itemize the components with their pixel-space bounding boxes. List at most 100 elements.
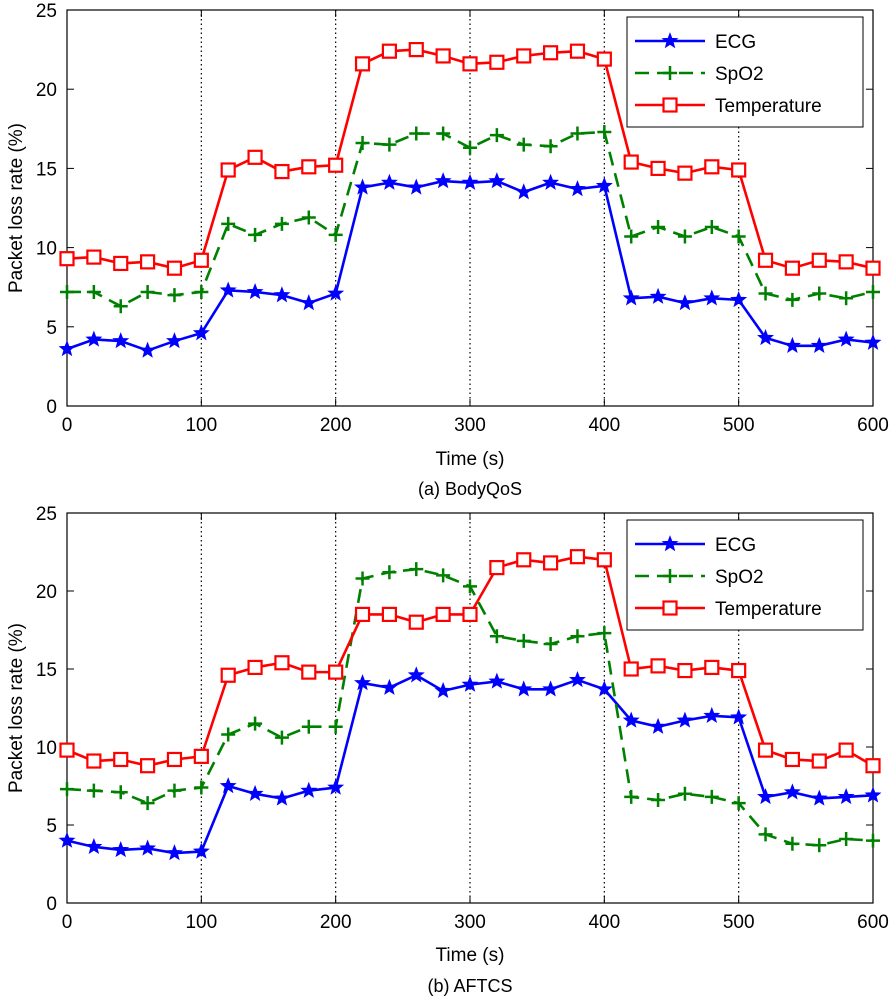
point-spo2-20	[86, 284, 101, 299]
point-temperature-240	[381, 606, 397, 623]
point-temperature-400	[596, 51, 612, 67]
legend-label-temperature: Temperature	[715, 96, 822, 117]
point-ecg-380	[569, 671, 586, 688]
point-temperature-360	[542, 555, 559, 571]
point-ecg-140	[246, 283, 264, 300]
point-spo2-80	[167, 288, 182, 303]
point-spo2-480	[704, 789, 719, 804]
point-spo2-500	[731, 229, 746, 244]
point-spo2-80	[167, 783, 182, 798]
point-temperature-100	[193, 252, 209, 268]
point-ecg-280	[434, 681, 452, 699]
point-ecg-400	[595, 680, 613, 697]
point-temperature-80	[166, 260, 183, 276]
legend-label-temperature: Temperature	[715, 599, 822, 620]
point-spo2-300	[463, 579, 477, 594]
point-temperature-0	[59, 251, 75, 267]
point-spo2-520	[758, 827, 773, 842]
point-temperature-420	[623, 661, 639, 677]
point-temperature-360	[542, 45, 559, 61]
point-ecg-300	[461, 675, 479, 692]
point-spo2-120	[221, 727, 236, 742]
point-temperature-20	[86, 753, 102, 769]
y-axis-title: Packet loss rate (%)	[6, 623, 27, 793]
point-spo2-540	[785, 292, 800, 307]
x-tick-label-100: 100	[185, 415, 217, 436]
legend-label-spo2: SpO2	[715, 64, 764, 85]
point-spo2-180	[301, 719, 316, 734]
point-spo2-340	[516, 633, 531, 648]
point-temperature-340	[516, 48, 532, 64]
point-spo2-160	[274, 216, 289, 231]
point-ecg-40	[112, 332, 130, 349]
point-temperature-400	[596, 552, 612, 568]
point-spo2-120	[221, 216, 236, 231]
legend-label-ecg: ECG	[715, 535, 756, 556]
point-temperature-180	[301, 159, 317, 175]
point-spo2-580	[839, 832, 854, 847]
point-ecg-160	[273, 286, 291, 303]
point-ecg-80	[166, 844, 183, 861]
point-ecg-560	[810, 789, 828, 806]
point-ecg-600	[864, 786, 882, 803]
point-spo2-200	[328, 719, 343, 734]
point-spo2-580	[839, 291, 854, 306]
x-tick-label-300: 300	[454, 912, 486, 933]
chart-caption: (a) BodyQoS	[418, 479, 522, 499]
point-temperature-220	[354, 56, 371, 72]
chart-bodyqos: 0 100 200 300 400 500 600 0 5 10 15 20 25 Time (s) Pac…	[6, 1, 889, 499]
x-tick-label-500: 500	[723, 415, 755, 436]
point-temperature-260	[408, 614, 424, 630]
point-spo2-20	[86, 783, 101, 798]
point-ecg-380	[569, 180, 586, 197]
point-temperature-120	[220, 667, 236, 683]
point-spo2-380	[570, 629, 585, 644]
point-ecg-520	[757, 328, 774, 346]
point-ecg-220	[354, 178, 371, 195]
point-temperature-280	[435, 606, 451, 623]
y-tick-label-15: 15	[36, 159, 57, 180]
point-spo2-100	[194, 284, 209, 299]
y-tick-label-25: 25	[36, 504, 57, 525]
point-ecg-240	[380, 173, 398, 190]
point-temperature-560	[811, 753, 827, 769]
point-temperature-540	[784, 751, 801, 768]
point-temperature-20	[86, 249, 102, 265]
y-tick-label-10: 10	[36, 738, 57, 759]
point-ecg-140	[246, 784, 264, 802]
point-temperature-200	[328, 157, 344, 173]
point-temperature-540	[784, 260, 801, 276]
point-ecg-500	[730, 708, 748, 725]
point-spo2-340	[516, 137, 531, 152]
y-tick-label-25: 25	[36, 1, 57, 22]
point-ecg-120	[219, 281, 237, 298]
point-spo2-60	[140, 284, 155, 299]
point-temperature-440	[650, 658, 666, 674]
point-temperature-300	[462, 56, 478, 72]
x-tick-label-200: 200	[320, 912, 352, 933]
point-spo2-400	[597, 124, 612, 139]
point-spo2-360	[543, 139, 558, 154]
point-ecg-580	[837, 788, 855, 805]
x-axis-title: Time (s)	[436, 945, 505, 966]
point-ecg-440	[649, 287, 667, 304]
point-temperature-520	[757, 742, 774, 758]
point-ecg-260	[407, 178, 425, 195]
point-spo2-60	[140, 796, 155, 811]
y-axis-title: Packet loss rate (%)	[6, 123, 27, 293]
point-spo2-300	[463, 140, 477, 155]
point-temperature-480	[704, 659, 720, 676]
point-spo2-380	[570, 126, 585, 141]
point-temperature-100	[193, 748, 209, 764]
point-spo2-0	[60, 284, 74, 299]
point-spo2-520	[758, 286, 773, 301]
point-spo2-600	[866, 284, 880, 299]
legend-marker-ecg	[661, 535, 679, 552]
point-temperature-500	[731, 162, 747, 178]
point-ecg-300	[461, 173, 479, 190]
point-temperature-120	[220, 162, 236, 178]
point-temperature-580	[838, 254, 854, 270]
point-ecg-360	[542, 680, 560, 697]
point-spo2-500	[731, 796, 746, 811]
point-temperature-60	[140, 254, 156, 270]
